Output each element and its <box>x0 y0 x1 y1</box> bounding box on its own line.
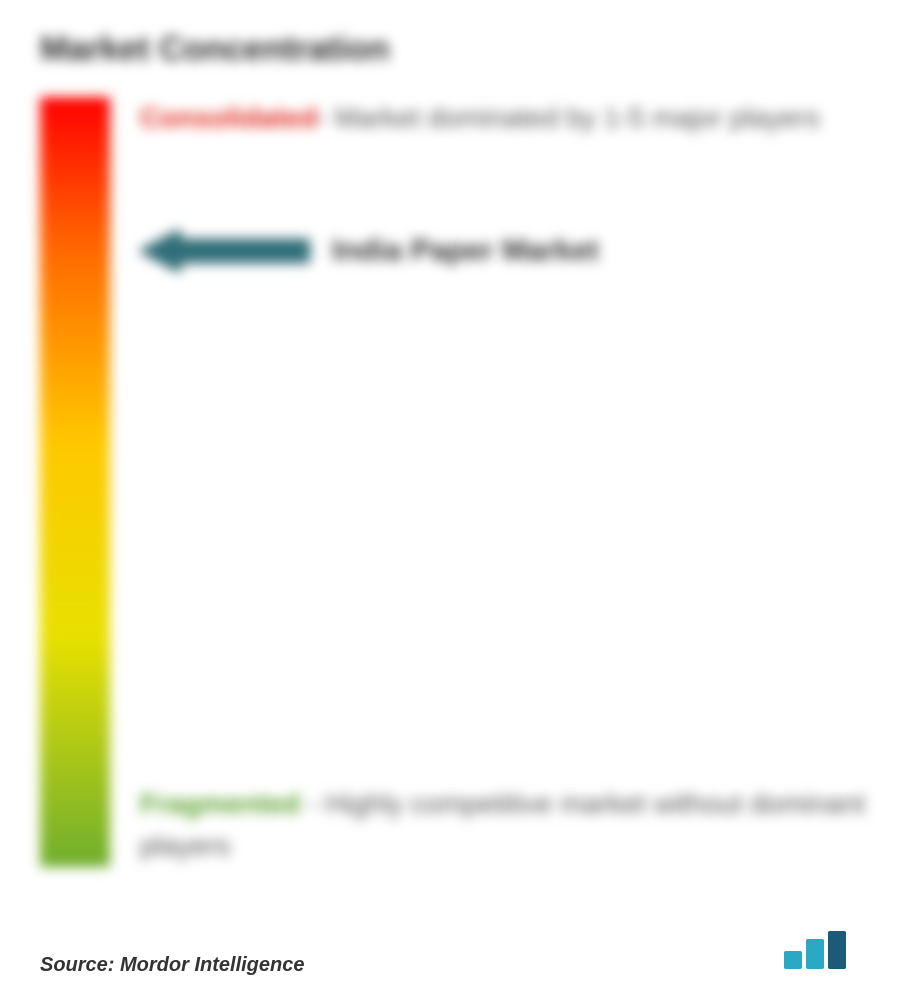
source-attribution: Source: Mordor Intelligence <box>40 954 304 977</box>
consolidated-label: Consolidated- Market dominated by 1-5 ma… <box>140 97 866 139</box>
concentration-diagram: Consolidated- Market dominated by 1-5 ma… <box>40 97 876 867</box>
consolidated-text: - Market dominated by 1-5 major players <box>317 102 820 133</box>
fragmented-keyword: Fragmented <box>140 788 300 819</box>
consolidated-keyword: Consolidated <box>140 102 317 133</box>
market-marker: India Paper Market <box>140 230 599 272</box>
gradient-scale <box>40 97 110 867</box>
fragmented-label: Fragmented - Highly competitive market w… <box>140 783 866 867</box>
market-name: India Paper Market <box>332 234 599 268</box>
arrow-left-icon <box>140 230 310 272</box>
brand-logo-icon <box>784 929 856 973</box>
page-title: Market Concentration <box>40 30 876 69</box>
